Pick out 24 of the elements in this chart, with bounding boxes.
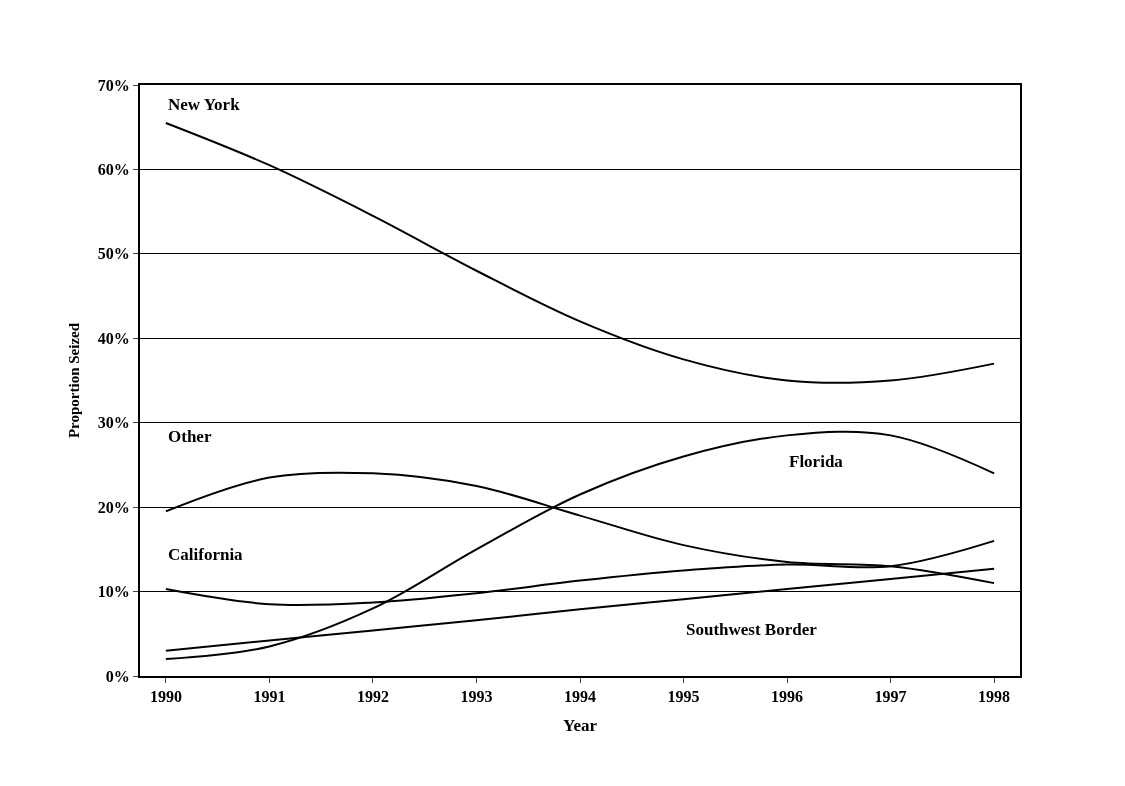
x-tick-label: 1991 [253,688,286,706]
y-tick-label: 30% [97,414,130,432]
x-tick-label: 1995 [667,688,700,706]
x-tick-label: 1990 [149,688,182,706]
y-tick-label: 40% [97,329,130,347]
x-tick-label: 1998 [978,688,1011,706]
x-axis-title: Year [563,716,598,736]
y-tick-label: 10% [97,583,130,601]
text: Other [168,427,212,446]
y-tick-label: 60% [97,161,130,179]
y-tick-label: 50% [97,245,130,263]
y-tick-label: 0% [105,667,130,685]
x-tick-label: 1994 [564,688,596,706]
x-tick-label: 1996 [771,688,804,706]
series-label: New York [168,95,241,114]
series-label: California [168,545,244,564]
y-tick-label: 20% [97,498,130,516]
x-tick-label: 1997 [874,688,907,706]
x-tick-label: 1993 [460,688,493,706]
y-axis-title: Proportion Seized [65,322,82,439]
series-label: Southwest Border [686,620,818,639]
series-label: Florida [789,452,844,471]
y-tick-label: 70% [97,76,130,94]
x-tick-label: 1992 [356,688,389,706]
